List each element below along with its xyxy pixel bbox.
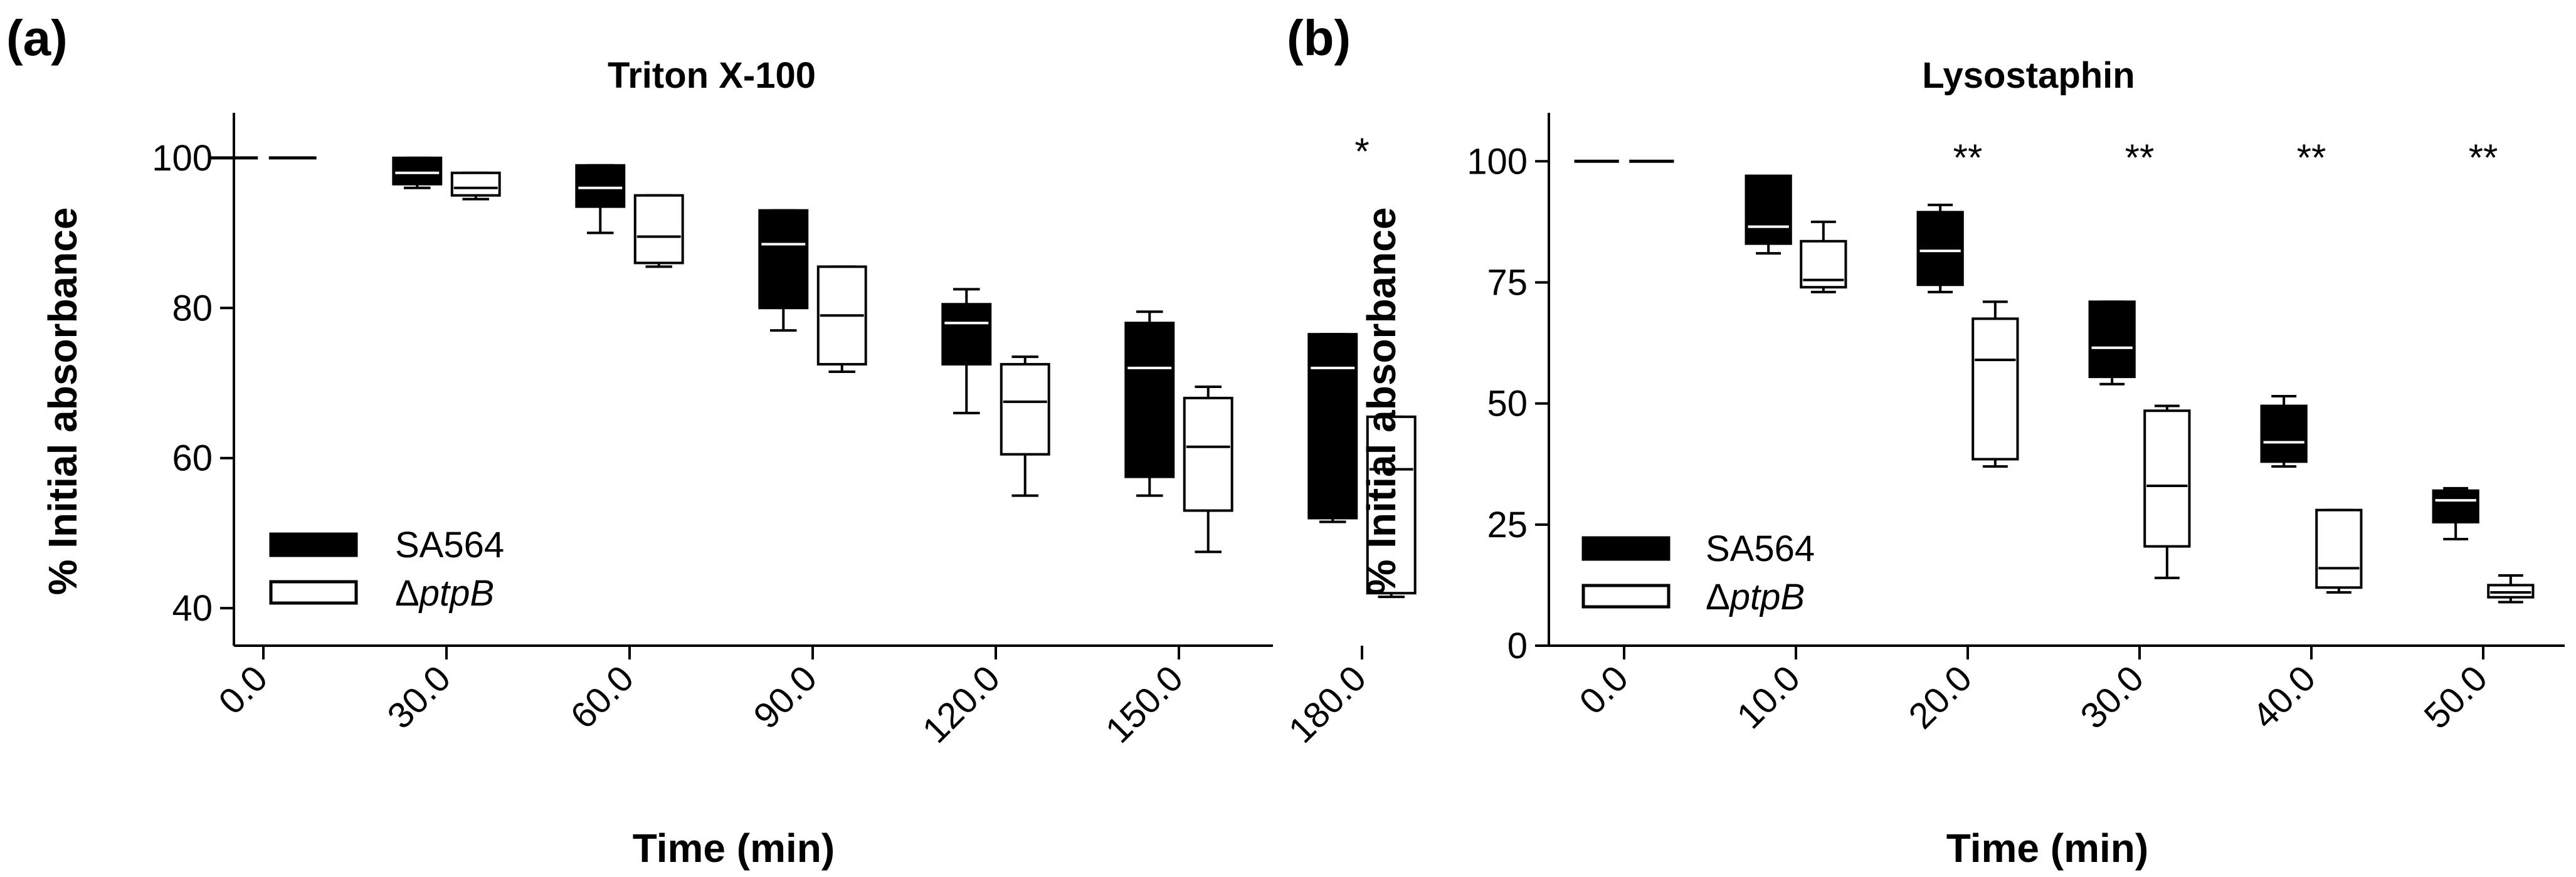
legend-label-ptpb: ΔptpB xyxy=(1706,577,1805,617)
box-sa564 xyxy=(1916,211,1964,286)
box-sa564 xyxy=(392,156,443,186)
significance-marker: ** xyxy=(1953,137,1983,179)
x-axis-label: Time (min) xyxy=(1946,826,2148,871)
significance-marker: ** xyxy=(2125,137,2155,179)
y-tick-label: 100 xyxy=(1467,141,1528,182)
legend-label-ptpb: ΔptpB xyxy=(395,573,494,614)
y-tick-label: 0 xyxy=(1507,626,1528,666)
panel-a: (a) Triton X-100 % Initial absorbance Ti… xyxy=(6,10,1417,871)
y-tick-label: 25 xyxy=(1487,505,1528,545)
box-sa564 xyxy=(1745,174,1792,245)
box-ptpb xyxy=(633,194,684,265)
panel-b: (b) Lysostaphin % Initial absorbance Tim… xyxy=(1287,10,2565,871)
legend: SA564 ΔptpB xyxy=(1581,528,1815,617)
box-sa564 xyxy=(1307,333,1358,520)
x-tick-label: 0.0 xyxy=(211,658,275,722)
significance-marker: ** xyxy=(2469,137,2498,179)
plot-area: 02550751000.010.020.030.040.050.060.0***… xyxy=(1467,113,2565,737)
y-tick-label: 40 xyxy=(172,588,213,629)
x-tick-label: 120.0 xyxy=(915,658,1008,751)
x-tick-label: 20.0 xyxy=(1901,658,1980,737)
box-ptpb xyxy=(450,171,501,197)
legend-swatch-ptpb xyxy=(269,580,358,605)
x-tick-label: 40.0 xyxy=(2244,658,2323,737)
significance-marker: ** xyxy=(2297,137,2326,179)
panel-label: (a) xyxy=(6,10,68,66)
y-tick-label: 60 xyxy=(172,438,213,479)
x-tick-label: 150.0 xyxy=(1098,658,1191,751)
legend-swatch-sa564 xyxy=(269,532,358,557)
panel-label: (b) xyxy=(1287,10,1351,66)
y-axis-label: % Initial absorbance xyxy=(1359,207,1404,596)
box-ptpb xyxy=(2315,508,2363,589)
legend-label-sa564: SA564 xyxy=(395,525,504,565)
x-tick-label: 0.0 xyxy=(1571,658,1636,722)
box-ptpb xyxy=(1972,317,2019,461)
plot-area: 40 60 80 100 0.0 30.0 60.0 90.0 120.0 150.0 180.0 * xyxy=(152,113,1417,751)
legend-gene-name: ptpB xyxy=(418,573,494,614)
box-ptpb xyxy=(1183,396,1233,512)
y-tick-label: 100 xyxy=(152,138,213,179)
box-sa564 xyxy=(1124,322,1175,478)
legend-swatch-sa564 xyxy=(1581,536,1671,561)
box-sa564 xyxy=(758,209,809,310)
x-tick-label: 30.0 xyxy=(2072,658,2151,737)
box-sa564 xyxy=(2260,404,2308,463)
box-sa564 xyxy=(941,303,992,366)
box-sa564 xyxy=(2088,300,2136,379)
y-tick-label: 80 xyxy=(172,288,213,328)
box-ptpb xyxy=(1000,363,1050,456)
x-tick-label: 90.0 xyxy=(746,658,825,737)
legend-delta: Δ xyxy=(395,573,420,614)
significance-marker: * xyxy=(1354,130,1369,172)
legend-swatch-ptpb xyxy=(1581,584,1671,609)
x-tick-label: 180.0 xyxy=(1281,658,1375,751)
chart-title: Triton X-100 xyxy=(608,55,816,96)
x-tick-label: 30.0 xyxy=(379,658,458,737)
x-tick-label: 50.0 xyxy=(2416,658,2495,737)
box-ptpb xyxy=(1366,415,1417,595)
y-tick-label: 50 xyxy=(1487,384,1528,424)
x-tick-label: 10.0 xyxy=(1729,658,1808,737)
box-ptpb xyxy=(2143,409,2191,548)
x-axis-label: Time (min) xyxy=(633,826,835,871)
y-axis-label: % Initial absorbance xyxy=(40,207,85,596)
box-sa564 xyxy=(575,164,626,208)
legend-gene-name: ptpB xyxy=(1729,577,1805,617)
legend: SA564 ΔptpB xyxy=(269,525,504,614)
chart-title: Lysostaphin xyxy=(1922,55,2135,96)
legend-label-sa564: SA564 xyxy=(1706,528,1815,569)
y-tick-label: 75 xyxy=(1487,262,1528,303)
x-tick-label: 60.0 xyxy=(562,658,641,737)
legend-delta: Δ xyxy=(1706,577,1730,617)
box-sa564 xyxy=(2432,489,2479,523)
